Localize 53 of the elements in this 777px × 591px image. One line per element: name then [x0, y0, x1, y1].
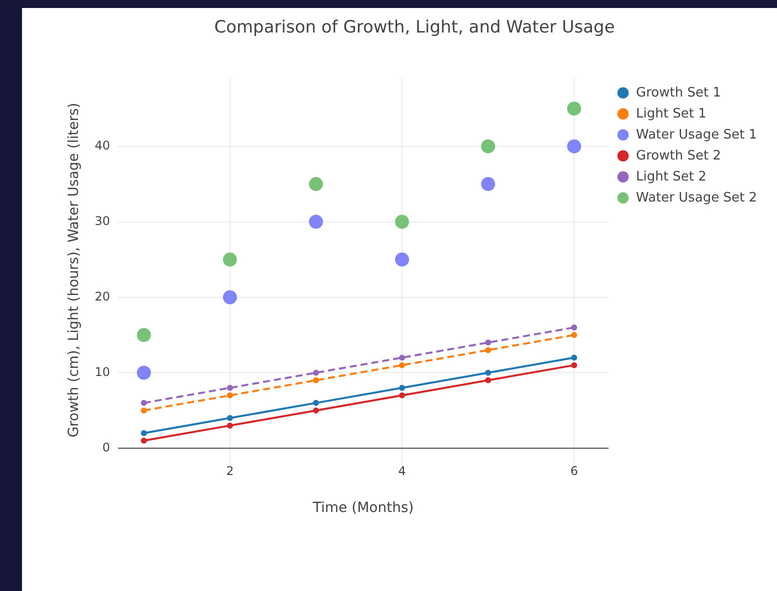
point — [481, 177, 496, 192]
point — [312, 400, 319, 406]
point — [226, 415, 233, 422]
chart-title: Comparison of Growth, Light, and Water Usage — [214, 18, 615, 38]
point — [485, 370, 492, 376]
x-tick-label: 2 — [226, 464, 234, 478]
point — [312, 407, 319, 414]
point — [567, 102, 582, 116]
point — [140, 400, 147, 406]
point — [312, 377, 319, 384]
point — [567, 139, 582, 154]
x-axis-title: Time (Months) — [312, 500, 414, 516]
y-tick-label: 30 — [94, 214, 110, 228]
legend-label: Growth Set 1 — [636, 85, 722, 100]
legend-label: Growth Set 2 — [636, 148, 722, 164]
point — [571, 332, 578, 338]
y-tick-label: 40 — [94, 138, 110, 152]
point — [140, 430, 147, 436]
point — [222, 290, 237, 304]
point — [395, 252, 410, 267]
point — [399, 362, 406, 368]
point — [395, 214, 410, 229]
point — [136, 328, 151, 342]
point — [140, 438, 147, 444]
point — [140, 407, 147, 414]
point — [399, 392, 406, 398]
legend-label: Light Set 2 — [636, 169, 706, 184]
point — [312, 370, 319, 376]
point — [485, 377, 492, 384]
point — [399, 384, 406, 391]
y-tick-label: 20 — [94, 289, 110, 304]
point — [222, 252, 237, 267]
point — [571, 354, 578, 361]
x-tick-label: 6 — [570, 464, 578, 478]
point — [308, 177, 323, 192]
point — [308, 214, 323, 229]
legend-label: Water Usage Set 1 — [636, 127, 758, 142]
point — [571, 324, 578, 330]
point — [136, 366, 151, 380]
point — [226, 392, 233, 398]
point — [226, 422, 233, 429]
y-tick-label: 10 — [94, 364, 110, 379]
point — [571, 362, 578, 368]
point — [485, 347, 492, 354]
point — [399, 354, 406, 361]
y-tick-label: 0 — [102, 440, 110, 454]
y-axis-title: Growth (cm), Light (hours), Water Usage (liters) — [66, 102, 82, 438]
legend-label: Water Usage Set 2 — [636, 190, 758, 206]
point — [485, 340, 492, 346]
point — [226, 384, 233, 391]
point — [481, 139, 496, 154]
x-tick-label: 4 — [398, 464, 406, 478]
legend-label: Light Set 1 — [636, 106, 706, 122]
